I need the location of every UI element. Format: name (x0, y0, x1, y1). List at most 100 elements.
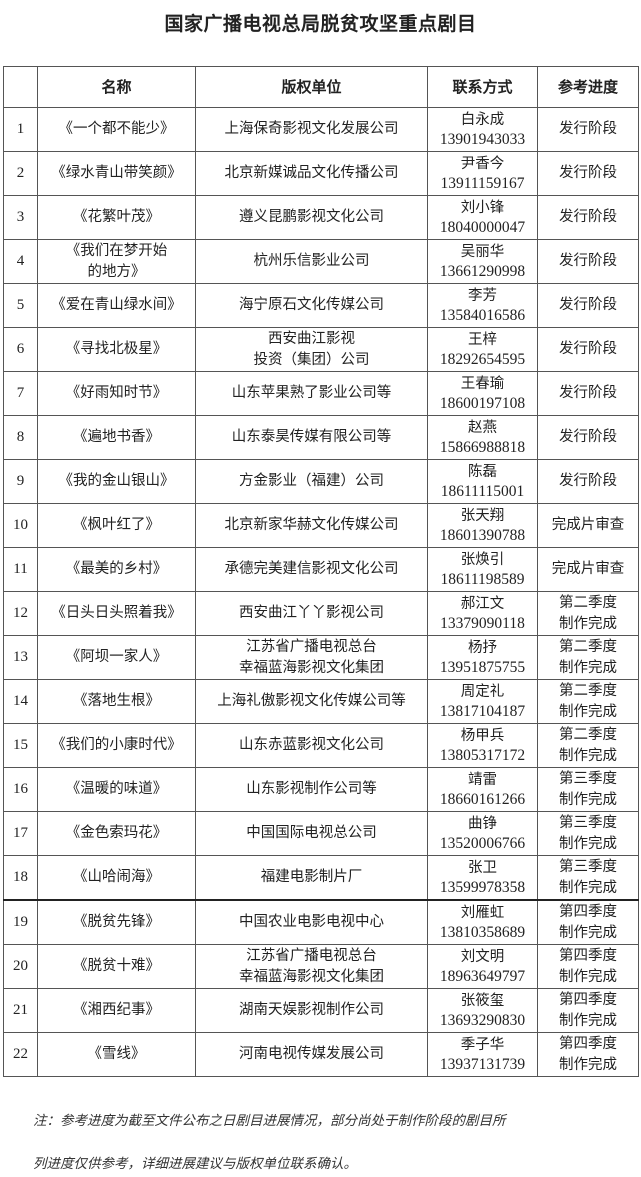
contact-phone: 13817104187 (439, 702, 526, 720)
header-name: 名称 (37, 66, 196, 108)
drama-name-cell: 《枫叶红了》 (37, 503, 196, 548)
progress-status: 制作完成 (559, 703, 617, 720)
contact-cell: 季子华 13937131739 (427, 1032, 538, 1077)
header-progress: 参考进度 (537, 66, 639, 108)
progress-status: 发行阶段 (559, 297, 617, 313)
progress-status: 制作完成 (559, 835, 617, 852)
table-body: 1 《一个都不能少》 上海保奇影视文化发展公司 白永成 13901943033 发行阶段 2… (3, 107, 639, 1077)
page-title: 国家广播电视总局脱贫攻坚重点剧目 (164, 13, 477, 35)
progress-cell: 发行阶段 (537, 151, 639, 196)
contact-cell: 张天翔 18601390788 (427, 503, 538, 548)
progress-status: 第二季度 (559, 682, 617, 699)
drama-name-cell: 《好雨知时节》 (37, 371, 196, 416)
progress-cell: 第二季度 制作完成 (537, 723, 639, 768)
row-number: 15 (3, 723, 38, 768)
drama-name-cell: 《我的金山银山》 (37, 459, 196, 504)
copyright-company-cell: 山东泰昊传媒有限公司等 (195, 415, 428, 460)
copyright-company-cell: 方金影业（福建）公司 (195, 459, 428, 504)
contact-cell: 赵燕 15866988818 (427, 415, 538, 460)
drama-name-cell: 《雪线》 (37, 1032, 196, 1077)
contact-phone: 18611115001 (440, 482, 525, 500)
drama-name-cell: 《爱在青山绿水间》 (37, 283, 196, 328)
table-header-row: 名称 版权单位 联系方式 参考进度 (3, 66, 639, 108)
drama-table: 名称 版权单位 联系方式 参考进度 1 《一个都不能少》 上海保奇影视文化发展公司 白… (3, 66, 639, 1077)
contact-phone: 13693290830 (439, 1011, 526, 1029)
contact-cell: 张焕引 18611198589 (427, 547, 538, 592)
progress-cell: 第三季度 制作完成 (537, 811, 639, 856)
copyright-company: 江苏省广播电视总台 (246, 638, 377, 655)
copyright-company: 幸福蓝海影视文化集团 (239, 659, 384, 676)
drama-name: 《金色索玛花》 (65, 825, 168, 841)
contact-phone: 13911159167 (440, 174, 525, 192)
table-row: 17 《金色索玛花》 中国国际电视总公司 曲铮 13520006766 第三季度 制作完成 (3, 811, 639, 856)
table-row: 2 《绿水青山带笑颜》 北京新媒诚品文化传播公司 尹香今 13911159167 发行阶段 (3, 151, 639, 196)
copyright-company-cell: 福建电影制片厂 (195, 855, 428, 901)
drama-name-cell: 《脱贫先锋》 (37, 899, 196, 945)
table-row: 22 《雪线》 河南电视传媒发展公司 季子华 13937131739 第四季度 制作完成 (3, 1032, 639, 1077)
header-contact: 联系方式 (427, 66, 538, 108)
contact-cell: 周定礼 13817104187 (427, 679, 538, 724)
row-number: 17 (3, 811, 38, 856)
drama-name: 《我的金山银山》 (58, 473, 175, 489)
progress-status: 发行阶段 (559, 209, 617, 225)
copyright-company: 中国农业电影电视中心 (239, 914, 384, 930)
progress-status: 第四季度 (559, 903, 617, 920)
copyright-company-cell: 杭州乐信影业公司 (195, 239, 428, 284)
contact-phone: 18611198589 (440, 570, 525, 588)
progress-status: 发行阶段 (559, 341, 617, 357)
contact-name: 杨抒 (468, 639, 497, 656)
table-row: 13 《阿坝一家人》 江苏省广播电视总台 幸福蓝海影视文化集团 杨抒 1395187575… (3, 635, 639, 680)
progress-cell: 发行阶段 (537, 195, 639, 240)
contact-phone: 13805317172 (439, 746, 526, 764)
table-row: 15 《我们的小康时代》 山东赤蓝影视文化公司 杨甲兵 13805317172 第二季度制… (3, 723, 639, 768)
progress-status: 制作完成 (559, 659, 617, 676)
contact-cell: 刘文明 18963649797 (427, 944, 538, 989)
progress-cell: 发行阶段 (537, 459, 639, 504)
row-number: 22 (3, 1032, 38, 1077)
contact-phone: 18040000047 (439, 218, 526, 236)
contact-name: 靖雷 (468, 771, 497, 788)
contact-name: 郝江文 (460, 595, 505, 612)
copyright-company-cell: 遵义昆鹏影视文化公司 (195, 195, 428, 240)
progress-cell: 发行阶段 (537, 415, 639, 460)
contact-name: 王梓 (468, 331, 497, 348)
copyright-company: 河南电视传媒发展公司 (239, 1046, 384, 1062)
progress-status: 第三季度 (559, 770, 617, 787)
table-row: 11 《最美的乡村》 承德完美建信影视文化公司 张焕引 18611198589 完成片审查 (3, 547, 639, 592)
contact-cell: 王春瑜 18600197108 (427, 371, 538, 416)
drama-name: 《湘西纪事》 (73, 1002, 160, 1018)
row-number: 10 (3, 503, 38, 548)
table-row: 12 《日头日头照着我》 西安曲江丫丫影视公司 郝江文 13379090118 第二季度制… (3, 591, 639, 636)
progress-cell: 第四季度 制作完成 (537, 944, 639, 989)
row-number: 5 (3, 283, 38, 328)
row-number: 20 (3, 944, 38, 989)
contact-phone: 18601390788 (439, 526, 526, 544)
copyright-company-cell: 江苏省广播电视总台 幸福蓝海影视文化集团 (195, 635, 428, 680)
copyright-company-cell: 上海保奇影视文化发展公司 (195, 107, 428, 152)
copyright-company: 中国国际电视总公司 (246, 825, 377, 841)
contact-cell: 张筱玺 13693290830 (427, 988, 538, 1033)
drama-name-cell: 《我们在梦开始 的地方》 (37, 239, 196, 284)
progress-status: 制作完成 (559, 924, 617, 941)
copyright-company-cell: 海宁原石文化传媒公司 (195, 283, 428, 328)
table-row: 5 《爱在青山绿水间》 海宁原石文化传媒公司 李芳 13584016586 发行阶段 (3, 283, 639, 328)
contact-phone: 18292654595 (439, 350, 526, 368)
drama-name: 《我们的小康时代》 (51, 737, 182, 753)
progress-status: 发行阶段 (559, 121, 617, 137)
progress-status: 制作完成 (559, 791, 617, 808)
table-row: 10 《枫叶红了》 北京新家华赫文化传媒公司 张天翔 18601390788 完成片审查 (3, 503, 639, 548)
progress-cell: 第四季度 制作完成 (537, 899, 639, 945)
progress-cell: 第二季度 制作完成 (537, 591, 639, 636)
contact-name: 张筱玺 (460, 992, 505, 1009)
row-number: 7 (3, 371, 38, 416)
drama-name-cell: 《湘西纪事》 (37, 988, 196, 1033)
copyright-company: 遵义昆鹏影视文化公司 (239, 209, 384, 225)
progress-cell: 第四季度 制作完成 (537, 988, 639, 1033)
contact-name: 陈磊 (468, 463, 497, 480)
row-number: 2 (3, 151, 38, 196)
header-number (3, 66, 38, 108)
drama-name-cell: 《山哈闹海》 (37, 855, 196, 901)
progress-cell: 完成片审查 (537, 503, 639, 548)
copyright-company-cell: 中国农业电影电视中心 (195, 899, 428, 945)
copyright-company-cell: 上海礼傲影视文化传媒公司等 (195, 679, 428, 724)
